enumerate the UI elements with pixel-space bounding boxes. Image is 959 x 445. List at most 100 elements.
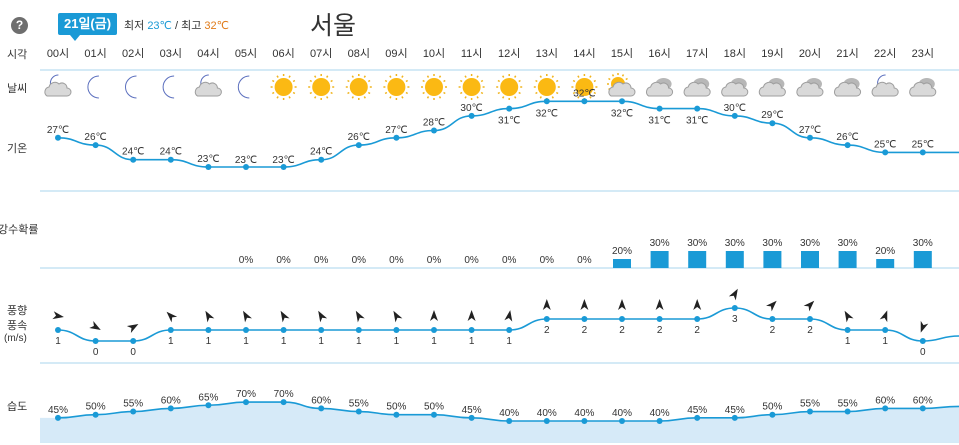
date-badge[interactable]: 21일(금) xyxy=(58,13,118,41)
humidity-point xyxy=(280,399,287,406)
sun-ray xyxy=(589,75,592,78)
sun-ray xyxy=(367,79,371,83)
row-label-weather: 날씨 xyxy=(7,83,28,95)
sun-ray xyxy=(384,91,388,95)
time-tick-label: 08시 xyxy=(348,48,370,60)
wind-speed-label: 2 xyxy=(770,325,776,336)
precip-label: 30% xyxy=(913,238,933,249)
wind-speed-point xyxy=(130,338,137,344)
humidity-label: 45% xyxy=(725,405,745,416)
wind-speed-point xyxy=(581,316,588,322)
sun-ray xyxy=(389,96,392,99)
sun-ray xyxy=(539,75,542,78)
humidity-label: 40% xyxy=(612,408,632,419)
precip-label: 0% xyxy=(276,255,291,266)
precip-label: 30% xyxy=(650,238,670,249)
sun-ray xyxy=(351,75,354,78)
sun-icon xyxy=(496,74,523,100)
wind-direction-arrow-icon xyxy=(166,311,178,323)
temperature-point xyxy=(769,120,776,127)
precip-label: 0% xyxy=(352,255,367,266)
humidity-label: 50% xyxy=(762,402,782,413)
wind-direction-arrow-icon xyxy=(126,324,139,333)
max-value: 32℃ xyxy=(204,20,229,32)
wind-speed-label: 1 xyxy=(845,336,851,347)
time-tick-label: 13시 xyxy=(536,48,558,60)
precip-label: 0% xyxy=(464,255,479,266)
wind-direction-arrow-icon xyxy=(393,310,403,323)
humidity-label: 40% xyxy=(650,408,670,419)
sun-ray xyxy=(572,91,576,95)
sun-ray xyxy=(535,79,538,83)
sun-ray xyxy=(555,91,559,95)
temperature-label: 23℃ xyxy=(272,155,294,166)
sun-ray xyxy=(309,79,313,83)
sun-ray xyxy=(611,74,615,77)
sun-ray xyxy=(589,96,592,99)
sun-ray xyxy=(514,96,517,99)
time-tick-label: 00시 xyxy=(47,48,69,60)
temperature-point xyxy=(844,142,851,149)
humidity-label: 40% xyxy=(537,408,557,419)
temperature-label: 23℃ xyxy=(197,154,219,165)
temperature-point xyxy=(543,98,550,105)
sun-disc xyxy=(575,78,594,96)
time-tick-label: 19시 xyxy=(761,48,783,60)
sun-disc xyxy=(274,78,293,96)
sun-ray xyxy=(330,79,333,83)
time-tick-label: 12시 xyxy=(498,48,520,60)
humidity-point xyxy=(731,414,738,421)
temperature-label: 31℃ xyxy=(498,116,520,127)
min-label: 최저 xyxy=(124,20,145,32)
help-icon[interactable]: ? xyxy=(11,17,28,34)
wind-speed-point xyxy=(243,327,249,333)
temperature-label: 26℃ xyxy=(348,132,370,143)
time-tick-label: 23시 xyxy=(912,48,934,60)
sun-ray xyxy=(351,96,354,99)
moon-shape xyxy=(87,75,99,99)
time-tick-label: 07시 xyxy=(310,48,332,60)
sun-ray xyxy=(363,96,366,99)
wind-direction-arrow-icon xyxy=(52,311,64,320)
humidity-label: 50% xyxy=(386,402,406,413)
wind-speed-point xyxy=(694,316,701,322)
humidity-point xyxy=(882,405,889,412)
precip-bar xyxy=(613,259,631,268)
wind-speed-point xyxy=(506,327,513,333)
sun-disc xyxy=(312,78,331,96)
wind-speed-label: 2 xyxy=(619,325,625,336)
temperature-label: 24℃ xyxy=(122,147,144,158)
cloudy-icon xyxy=(796,78,824,97)
sun-ray xyxy=(593,79,597,83)
time-tick-label: 10시 xyxy=(423,48,445,60)
wind-speed-point xyxy=(807,316,813,322)
temperature-label: 27℃ xyxy=(385,125,407,136)
sun-ray xyxy=(314,96,317,99)
precip-label: 0% xyxy=(389,255,404,266)
sun-ray xyxy=(608,77,611,81)
sun-ray xyxy=(326,96,329,99)
cloud-front xyxy=(721,81,749,97)
temperature-point xyxy=(393,134,400,141)
wind-speed-point xyxy=(844,327,851,333)
humidity-label: 60% xyxy=(311,395,331,406)
humidity-point xyxy=(468,414,475,421)
cloudy-icon xyxy=(646,78,674,97)
temperature-label: 29℃ xyxy=(761,110,783,121)
humidity-label: 70% xyxy=(236,389,256,400)
time-tick-label: 14시 xyxy=(573,48,595,60)
temperature-point xyxy=(882,149,889,156)
wind-speed-label: 1 xyxy=(356,336,362,347)
wind-speed-point xyxy=(468,327,475,333)
moon-icon xyxy=(125,75,137,99)
time-tick-label: 21시 xyxy=(836,48,858,60)
humidity-point xyxy=(844,408,851,415)
wind-speed-label: 0 xyxy=(920,347,926,358)
sun-ray xyxy=(518,79,521,83)
cloud-front xyxy=(44,81,72,97)
wind-speed-label: 1 xyxy=(469,336,475,347)
moon-shape xyxy=(162,75,175,99)
sun-ray xyxy=(389,75,392,78)
humidity-point xyxy=(205,402,212,409)
temperature-label: 24℃ xyxy=(160,147,182,158)
